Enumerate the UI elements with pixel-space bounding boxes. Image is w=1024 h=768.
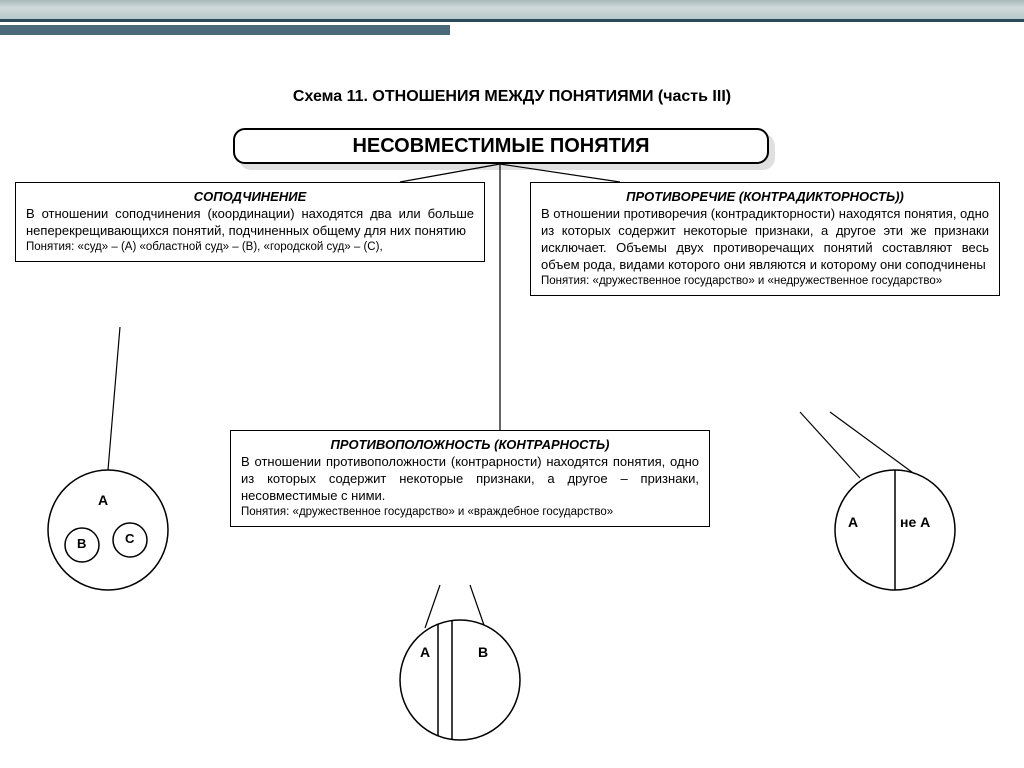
box-coordination-example: Понятия: «суд» – (А) «областной суд» – (… [26, 240, 474, 255]
coord-label-c: C [125, 531, 134, 546]
page-title-text: Схема 11. ОТНОШЕНИЯ МЕЖДУ ПОНЯТИЯМИ (час… [293, 88, 731, 105]
box-contrary: ПРОТИВОПОЛОЖНОСТЬ (КОНТРАРНОСТЬ) В отнош… [230, 430, 710, 527]
box-contrary-body: В отношении противоположности (контрарно… [241, 454, 699, 505]
contrad-label-b: не А [900, 514, 930, 530]
box-contradiction-title: ПРОТИВОРЕЧИЕ (КОНТРАДИКТОРНОСТЬ)) [541, 189, 989, 204]
box-coordination: СОПОДЧИНЕНИЕ В отношении соподчинения (к… [15, 182, 485, 262]
box-contradiction-body: В отношении противоречия (контрадикторно… [541, 206, 989, 274]
main-concept-box: НЕСОВМЕСТИМЫЕ ПОНЯТИЯ [233, 128, 769, 164]
diagram-contrary [400, 620, 520, 740]
contrad-label-a: А [848, 514, 858, 530]
top-bar [0, 0, 1024, 22]
diagram-coordination [48, 470, 168, 590]
box-contradiction: ПРОТИВОРЕЧИЕ (КОНТРАДИКТОРНОСТЬ)) В отно… [530, 182, 1000, 296]
box-coordination-body: В отношении соподчинения (координации) н… [26, 206, 474, 240]
coord-label-a: A [98, 492, 108, 508]
contrary-label-b: B [478, 644, 488, 660]
diagram-contradiction [835, 470, 955, 590]
main-concept-label: НЕСОВМЕСТИМЫЕ ПОНЯТИЯ [352, 135, 649, 158]
box-coordination-title: СОПОДЧИНЕНИЕ [26, 189, 474, 204]
page-title: Схема 11. ОТНОШЕНИЯ МЕЖДУ ПОНЯТИЯМИ (час… [0, 88, 1024, 106]
contrary-label-a: A [420, 644, 430, 660]
box-contrary-title: ПРОТИВОПОЛОЖНОСТЬ (КОНТРАРНОСТЬ) [241, 437, 699, 452]
top-bar-accent [0, 25, 450, 35]
connectors-svg [0, 0, 1024, 768]
box-contradiction-example: Понятия: «дружественное государство» и «… [541, 274, 989, 289]
coord-label-b: B [77, 536, 86, 551]
box-contrary-example: Понятия: «дружественное государство» и «… [241, 505, 699, 520]
